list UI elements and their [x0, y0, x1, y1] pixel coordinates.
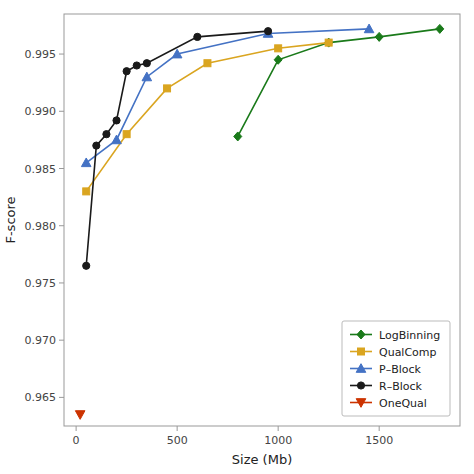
x-tick-label: 0 — [73, 434, 80, 447]
data-point — [234, 132, 242, 141]
x-tick — [76, 426, 77, 431]
data-point — [133, 62, 140, 69]
x-tick — [379, 426, 380, 431]
data-point — [123, 68, 130, 75]
x-axis-label: Size (Mb) — [232, 452, 292, 467]
series — [75, 411, 85, 420]
y-tick-label: 0.985 — [25, 163, 57, 176]
data-point — [112, 135, 122, 144]
legend-marker — [357, 330, 365, 339]
x-tick-label: 500 — [167, 434, 188, 447]
series — [83, 39, 332, 195]
data-point — [113, 117, 120, 124]
legend-label: QualComp — [379, 346, 437, 359]
data-point — [103, 131, 110, 138]
series — [234, 24, 444, 141]
series-line — [86, 31, 268, 266]
legend-marker — [356, 364, 366, 373]
series-line — [86, 43, 328, 192]
x-tick-label: 1500 — [365, 434, 393, 447]
data-point — [75, 411, 85, 420]
legend: LogBinning QualComp P–Block R–Block OneQual — [342, 321, 450, 416]
legend-label: P–Block — [379, 363, 422, 376]
data-point — [123, 131, 130, 138]
data-point — [325, 38, 333, 47]
y-tick-label: 0.980 — [25, 220, 57, 233]
chart: 0 500 1000 1500 0.965 0.970 0.975 0.980 0.985 0.9… — [0, 0, 474, 474]
legend-marker — [358, 348, 365, 355]
legend-label: LogBinning — [379, 329, 440, 342]
y-tick-label: 0.970 — [25, 334, 57, 347]
x-tick — [177, 426, 178, 431]
y-tick-label: 0.995 — [25, 48, 57, 61]
y-axis-label: F-score — [3, 196, 18, 243]
y-tick-label: 0.990 — [25, 105, 57, 118]
y-tick — [59, 225, 64, 226]
y-tick — [59, 282, 64, 283]
plot-frame — [64, 14, 460, 426]
data-point — [194, 33, 201, 40]
y-tick-label: 0.975 — [25, 277, 57, 290]
legend-box — [342, 321, 450, 416]
y-tick — [59, 54, 64, 55]
data-point — [164, 85, 171, 92]
legend-label: OneQual — [379, 397, 427, 410]
x-tick — [278, 426, 279, 431]
data-point — [325, 39, 332, 46]
series — [81, 24, 373, 167]
legend-marker — [357, 382, 364, 389]
y-tick — [59, 168, 64, 169]
data-point — [143, 60, 150, 67]
y-tick — [59, 340, 64, 341]
data-point — [436, 24, 444, 33]
x-tick-label: 1000 — [264, 434, 292, 447]
data-point — [274, 55, 282, 64]
legend-marker — [356, 399, 366, 408]
data-point — [172, 49, 182, 58]
data-point — [81, 158, 91, 167]
data-point — [83, 188, 90, 195]
y-tick-label: 0.965 — [25, 391, 57, 404]
data-point — [93, 142, 100, 149]
plot-background — [64, 14, 460, 426]
data-point — [264, 28, 271, 35]
y-tick — [59, 111, 64, 112]
data-point — [83, 262, 90, 269]
data-point — [275, 45, 282, 52]
series-line — [238, 29, 440, 137]
data-point — [375, 32, 383, 41]
data-point — [204, 60, 211, 67]
legend-label: R–Block — [379, 380, 423, 393]
data-point — [364, 24, 374, 33]
data-point — [142, 72, 152, 81]
y-tick — [59, 397, 64, 398]
series — [83, 28, 272, 270]
series-line — [86, 29, 369, 163]
